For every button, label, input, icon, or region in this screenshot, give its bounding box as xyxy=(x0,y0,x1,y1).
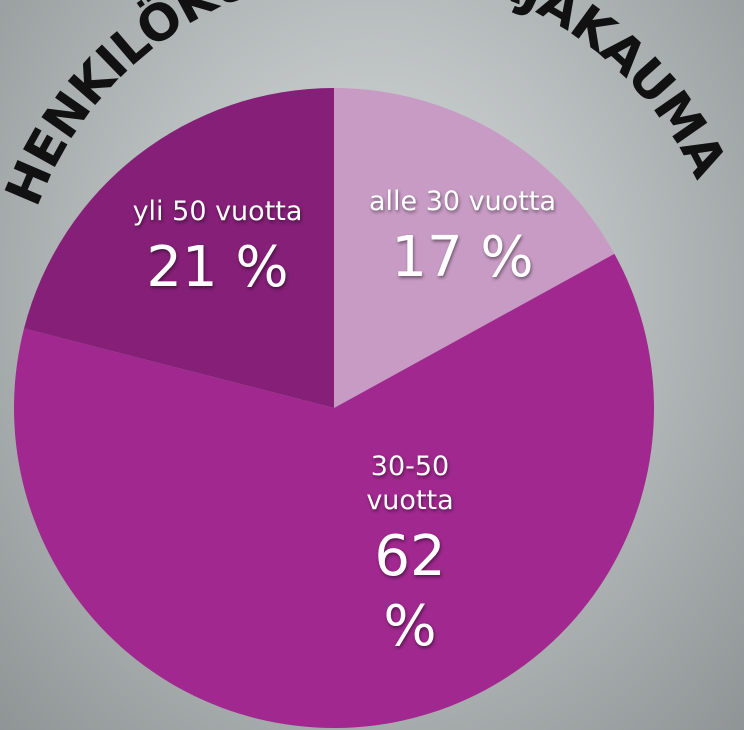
value-label: 17 % xyxy=(345,223,580,293)
category-label: 30-50 vuotta xyxy=(340,450,480,518)
slice-label: yli 50 vuotta 21 % xyxy=(105,195,330,395)
slice-label-box: yli 50 vuotta 21 % xyxy=(105,195,330,303)
slice-label: alle 30 vuotta 17 % xyxy=(345,185,580,385)
category-label: yli 50 vuotta xyxy=(105,195,330,229)
category-label: alle 30 vuotta xyxy=(345,185,580,219)
chart: HENKILÖKUNNAN IKÄJAKAUMA alle 30 vuotta1… xyxy=(0,0,744,730)
slice-label-box: alle 30 vuotta 17 % xyxy=(345,185,580,293)
value-label: 21 % xyxy=(105,233,330,303)
value-label: 62 % xyxy=(340,522,480,651)
pie-chart: HENKILÖKUNNAN IKÄJAKAUMA alle 30 vuotta1… xyxy=(0,0,744,730)
